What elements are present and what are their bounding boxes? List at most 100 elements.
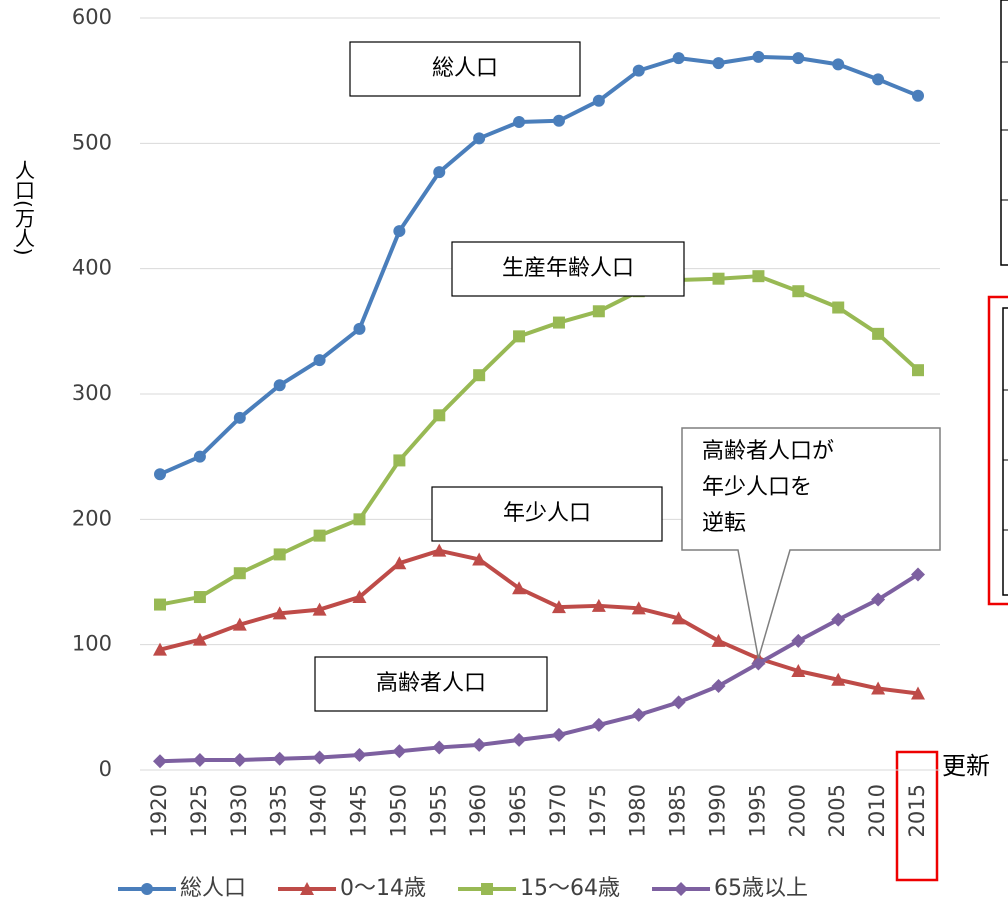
y-tick-label: 500 — [72, 130, 112, 154]
marker — [432, 543, 447, 557]
x-tick-label: 1930 — [227, 784, 251, 837]
marker — [831, 612, 846, 627]
x-tick-label: 1990 — [706, 784, 730, 837]
marker — [512, 732, 527, 747]
series-line — [159, 548, 919, 696]
x-tick-label: 1945 — [346, 784, 370, 837]
marker — [232, 617, 247, 631]
side-table — [1000, 0, 1008, 266]
marker — [674, 882, 689, 896]
y-tick-label: 200 — [72, 506, 112, 530]
marker — [872, 327, 885, 340]
marker — [312, 602, 327, 616]
marker — [831, 672, 846, 686]
legend-label: 15〜64歳 — [520, 876, 620, 901]
marker — [192, 752, 207, 767]
side-text: 更新 — [942, 752, 990, 780]
x-tick-label: 1940 — [307, 784, 331, 837]
marker — [433, 166, 446, 179]
marker — [752, 270, 765, 283]
marker — [153, 642, 167, 656]
x-tick-label: 2010 — [865, 784, 889, 837]
marker — [312, 750, 327, 765]
annotation-box — [451, 241, 685, 297]
marker — [671, 695, 686, 710]
y-tick-label: 600 — [72, 5, 112, 29]
x-tick-label: 1935 — [267, 784, 291, 837]
annotation-box — [431, 486, 663, 542]
marker — [432, 740, 447, 755]
annotation: 高齢者人口 — [376, 671, 486, 696]
marker — [591, 717, 606, 732]
marker — [551, 600, 566, 614]
y-tick-label: 300 — [72, 381, 112, 405]
marker — [871, 592, 886, 607]
marker — [273, 548, 286, 561]
callout — [681, 427, 941, 659]
annotation-box — [349, 41, 581, 97]
callout-text: 逆転 — [702, 511, 746, 536]
marker — [273, 379, 286, 392]
x-highlight — [895, 750, 939, 882]
x-tick-label: 1960 — [466, 784, 490, 837]
marker — [313, 354, 326, 367]
marker — [792, 285, 805, 298]
annotation: 生産年齢人口 — [502, 256, 634, 281]
series-line — [159, 274, 920, 607]
marker — [911, 686, 925, 700]
marker — [711, 633, 726, 647]
side-panels — [895, 0, 1008, 882]
marker — [192, 632, 207, 646]
marker — [912, 364, 924, 377]
marker — [872, 73, 885, 86]
marker — [671, 611, 686, 625]
marker — [272, 606, 287, 620]
x-tick-label: 1950 — [386, 784, 410, 837]
marker — [353, 322, 366, 335]
x-tick-label: 1975 — [586, 784, 610, 837]
marker — [911, 567, 925, 582]
x-tick-label: 1980 — [626, 784, 650, 837]
y-tick-label: 0 — [99, 757, 112, 781]
marker — [712, 272, 725, 285]
marker — [352, 590, 367, 604]
marker — [153, 754, 167, 769]
marker — [193, 591, 206, 604]
legend-label: 65歳以上 — [714, 876, 808, 901]
marker — [472, 552, 487, 566]
x-tick-label: 1985 — [666, 784, 690, 837]
marker — [752, 50, 765, 63]
marker — [233, 567, 246, 580]
marker — [392, 556, 407, 570]
marker — [232, 752, 247, 767]
marker — [672, 52, 685, 65]
marker — [473, 132, 486, 145]
annotation: 総人口 — [432, 56, 498, 81]
marker — [481, 883, 494, 895]
marker — [632, 64, 645, 77]
y-tick-label: 400 — [72, 256, 112, 280]
marker — [871, 681, 886, 695]
annotation: 年少人口 — [503, 501, 591, 526]
marker — [591, 598, 606, 612]
marker — [473, 369, 486, 382]
x-tick-label: 1920 — [147, 784, 171, 837]
x-tick-label: 1970 — [546, 784, 570, 837]
marker — [832, 58, 845, 71]
x-tick-label: 1995 — [745, 784, 769, 837]
marker — [472, 737, 487, 752]
series-line — [159, 54, 919, 477]
x-tick-label: 2000 — [785, 784, 809, 837]
marker — [272, 751, 287, 766]
marker — [832, 301, 845, 314]
marker — [353, 513, 366, 526]
x-tick-label: 1965 — [506, 784, 530, 837]
marker — [631, 601, 646, 615]
marker — [551, 727, 566, 742]
marker — [712, 57, 725, 70]
marker — [313, 529, 326, 542]
legend-label: 総人口 — [180, 876, 246, 901]
side-highlight — [987, 295, 1008, 606]
side-table — [1002, 307, 1008, 596]
marker — [393, 454, 406, 467]
